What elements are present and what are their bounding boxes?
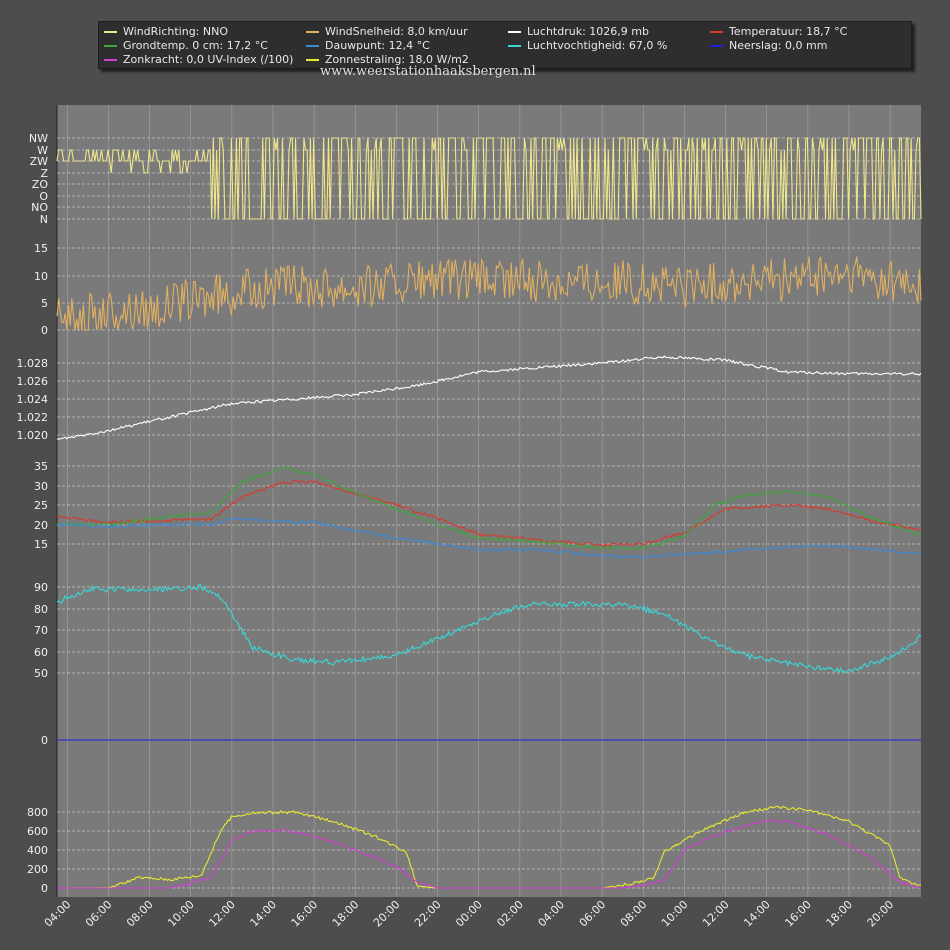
legend-label: Zonnestraling: 18,0 W/m2: [325, 53, 469, 66]
series-line: [56, 256, 922, 331]
x-tick-label: 18:00: [824, 898, 856, 930]
y-tick-label: 90: [34, 581, 48, 594]
legend-swatch: [710, 31, 723, 33]
y-tick-label: 400: [27, 844, 48, 857]
y-tick-label: W: [37, 144, 48, 157]
x-tick-label: 08:00: [124, 898, 156, 930]
x-tick-label: 06:00: [83, 898, 115, 930]
series-line: [56, 355, 922, 440]
y-tick-label: 35: [34, 460, 48, 473]
y-tick-label: 30: [34, 480, 48, 493]
y-tick-label: 50: [34, 667, 48, 680]
plot-background: [57, 105, 921, 897]
legend-swatch: [306, 59, 319, 61]
legend-label: Zonkracht: 0,0 UV-Index (/100): [123, 53, 294, 66]
legend-label: Grondtemp. 0 cm: 17,2 °C: [123, 39, 268, 52]
y-tick-label: 1.024: [17, 393, 49, 406]
series-line: [56, 480, 922, 548]
legend-item: Zonkracht: 0,0 UV-Index (/100): [104, 53, 293, 66]
y-tick-label: 1.028: [17, 357, 49, 370]
y-tick-label: 20: [34, 519, 48, 532]
legend-item: WindRichting: NNO: [104, 25, 228, 38]
legend-swatch: [508, 31, 521, 33]
y-tick-label: 80: [34, 603, 48, 616]
y-tick-label: 25: [34, 499, 48, 512]
legend-item: Temperatuur: 18,7 °C: [710, 25, 847, 38]
legend-swatch: [306, 45, 319, 47]
series-line: [56, 466, 922, 550]
x-tick-label: 18:00: [330, 898, 362, 930]
x-tick-label: 14:00: [741, 898, 773, 930]
y-tick-label: 15: [34, 538, 48, 551]
y-tick-label: 70: [34, 624, 48, 637]
x-tick-label: 10:00: [165, 898, 197, 930]
legend-item: WindSnelheid: 8,0 km/uur: [306, 25, 468, 38]
x-tick-label: 12:00: [206, 898, 238, 930]
series-line: [56, 516, 922, 560]
legend-item: Dauwpunt: 12,4 °C: [306, 39, 430, 52]
legend-swatch: [710, 45, 723, 47]
y-tick-label: 5: [41, 297, 48, 310]
y-tick-label: 0: [41, 324, 48, 337]
x-tick-label: 00:00: [453, 898, 485, 930]
legend-item: Zonnestraling: 18,0 W/m2: [306, 53, 469, 66]
legend-label: WindSnelheid: 8,0 km/uur: [325, 25, 468, 38]
watermark: www.weerstationhaaksbergen.nl: [320, 64, 536, 79]
x-tick-label: 04:00: [42, 898, 74, 930]
legend-label: Dauwpunt: 12,4 °C: [325, 39, 430, 52]
legend-swatch: [104, 45, 117, 47]
y-tick-label: 600: [27, 825, 48, 838]
y-tick-label: 0: [41, 882, 48, 895]
series-line: [56, 583, 922, 675]
legend-label: Temperatuur: 18,7 °C: [729, 25, 848, 38]
legend-swatch: [508, 45, 521, 47]
legend-item: Luchtdruk: 1026,9 mb: [508, 25, 649, 38]
legend-label: Neerslag: 0,0 mm: [729, 39, 828, 52]
x-tick-label: 16:00: [289, 898, 321, 930]
legend-label: WindRichting: NNO: [123, 25, 229, 38]
legend-label: Luchtvochtigheid: 67,0 %: [527, 39, 668, 52]
y-tick-label: 60: [34, 646, 48, 659]
x-tick-label: 12:00: [700, 898, 732, 930]
y-tick-label: Z: [40, 167, 48, 180]
y-tick-label: 1.020: [17, 429, 49, 442]
y-tick-label: 200: [27, 863, 48, 876]
y-tick-label: 0: [41, 734, 48, 747]
x-tick-label: 04:00: [536, 898, 568, 930]
y-tick-label: N: [40, 213, 48, 226]
y-tick-label: 800: [27, 806, 48, 819]
y-tick-label: 1.026: [17, 375, 49, 388]
legend-swatch: [104, 59, 117, 61]
y-tick-label: 1.022: [17, 411, 49, 424]
series-line: [57, 819, 922, 889]
x-tick-label: 20:00: [371, 898, 403, 930]
x-tick-label: 14:00: [248, 898, 280, 930]
x-tick-label: 22:00: [412, 898, 444, 930]
x-tick-label: 02:00: [494, 898, 526, 930]
y-tick-label: 10: [34, 270, 48, 283]
y-tick-label: ZW: [30, 155, 49, 168]
x-tick-label: 08:00: [618, 898, 650, 930]
y-tick-label: ZO: [32, 178, 49, 191]
y-tick-label: NO: [31, 201, 48, 214]
legend-swatch: [104, 31, 117, 33]
legend-item: Neerslag: 0,0 mm: [710, 39, 827, 52]
y-tick-label: NW: [29, 132, 48, 145]
legend-swatch: [306, 31, 319, 33]
x-tick-label: 16:00: [782, 898, 814, 930]
series-line: [56, 137, 922, 220]
x-tick-label: 20:00: [865, 898, 897, 930]
x-tick-label: 06:00: [577, 898, 609, 930]
legend-label: Luchtdruk: 1026,9 mb: [527, 25, 649, 38]
y-tick-label: O: [39, 190, 48, 203]
legend-item: Grondtemp. 0 cm: 17,2 °C: [104, 39, 268, 52]
y-tick-label: 15: [34, 242, 48, 255]
x-tick-label: 10:00: [659, 898, 691, 930]
legend-box: [98, 21, 912, 69]
legend-item: Luchtvochtigheid: 67,0 %: [508, 39, 667, 52]
